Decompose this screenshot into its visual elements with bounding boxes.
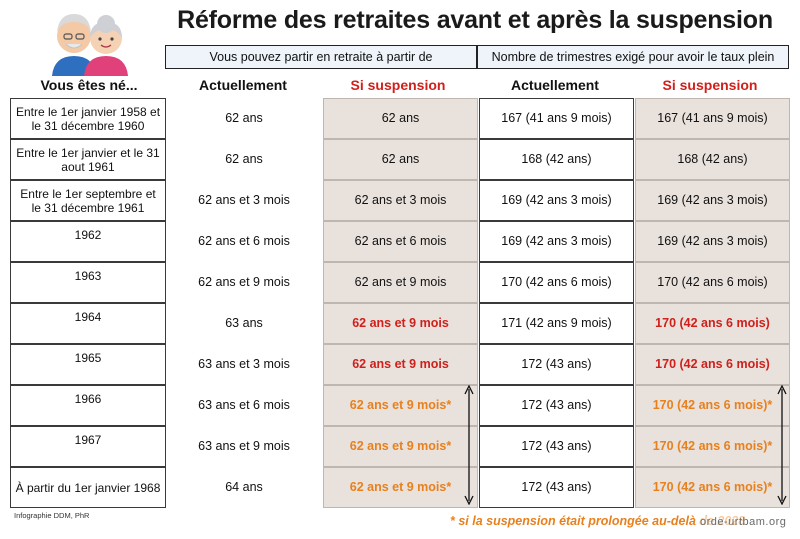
q-susp-cell: 169 (42 ans 3 mois) — [635, 221, 790, 262]
q-susp-cell: 170 (42 ans 6 mois) — [635, 344, 790, 385]
footnote: * si la suspension était prolongée au-de… — [450, 514, 746, 528]
header-quarters-suspension: Si suspension — [662, 77, 758, 93]
q-susp-cell: 170 (42 ans 6 mois) — [635, 303, 790, 344]
age-now-cell: 62 ans — [225, 111, 263, 125]
q-now-cell: 170 (42 ans 6 mois) — [479, 262, 634, 303]
age-susp-cell: 62 ans et 9 mois — [323, 303, 478, 344]
double-arrow-icon — [464, 385, 474, 505]
header-age-group: Vous pouvez partir en retraite à partir … — [165, 45, 477, 69]
q-now-cell: 168 (42 ans) — [479, 139, 634, 180]
header-born: Vous êtes né... — [40, 77, 138, 93]
q-susp-cell: 170 (42 ans 6 mois) — [635, 262, 790, 303]
born-cell: 1967 — [10, 426, 166, 467]
born-cell: 1963 — [10, 262, 166, 303]
q-susp-cell: 170 (42 ans 6 mois)* — [635, 385, 790, 426]
age-susp-cell: 62 ans et 9 mois* — [323, 426, 478, 467]
age-susp-cell: 62 ans et 9 mois — [323, 262, 478, 303]
age-now-cell: 62 ans — [225, 152, 263, 166]
age-now-cell: 63 ans — [225, 316, 263, 330]
q-now-cell: 169 (42 ans 3 mois) — [479, 221, 634, 262]
q-susp-cell: 170 (42 ans 6 mois)* — [635, 467, 790, 508]
age-now-cell: 62 ans et 3 mois — [198, 193, 290, 207]
age-susp-cell: 62 ans — [323, 139, 478, 180]
q-susp-cell: 168 (42 ans) — [635, 139, 790, 180]
age-now-cell: 64 ans — [225, 480, 263, 494]
q-now-cell: 169 (42 ans 3 mois) — [479, 180, 634, 221]
credit-text: Infographie DDM, PhR — [14, 511, 90, 520]
age-now-cell: 63 ans et 9 mois — [198, 439, 290, 453]
age-susp-cell: 62 ans et 9 mois* — [323, 385, 478, 426]
header-quarters-current: Actuellement — [511, 77, 599, 93]
header-quarters-group: Nombre de trimestres exigé pour avoir le… — [477, 45, 789, 69]
q-now-cell: 167 (41 ans 9 mois) — [479, 98, 634, 139]
q-susp-cell: 170 (42 ans 6 mois)* — [635, 426, 790, 467]
born-cell: 1966 — [10, 385, 166, 426]
age-susp-cell: 62 ans et 9 mois* — [323, 467, 478, 508]
age-now-cell: 63 ans et 6 mois — [198, 398, 290, 412]
watermark: orde-urtbam.org — [700, 516, 787, 528]
born-cell: Entre le 1er janvier 1958 et le 31 décem… — [10, 98, 166, 139]
q-now-cell: 172 (43 ans) — [479, 467, 634, 508]
double-arrow-icon — [777, 385, 787, 505]
age-susp-cell: 62 ans et 3 mois — [323, 180, 478, 221]
born-cell: 1962 — [10, 221, 166, 262]
born-cell: À partir du 1er janvier 1968 — [10, 467, 166, 508]
born-cell: Entre le 1er janvier et le 31 aout 1961 — [10, 139, 166, 180]
grandparents-logo — [52, 14, 128, 76]
age-susp-cell: 62 ans et 6 mois — [323, 221, 478, 262]
q-now-cell: 172 (43 ans) — [479, 344, 634, 385]
born-cell: 1965 — [10, 344, 166, 385]
q-now-cell: 172 (43 ans) — [479, 385, 634, 426]
q-now-cell: 171 (42 ans 9 mois) — [479, 303, 634, 344]
born-cell: 1964 — [10, 303, 166, 344]
q-susp-cell: 167 (41 ans 9 mois) — [635, 98, 790, 139]
q-susp-cell: 169 (42 ans 3 mois) — [635, 180, 790, 221]
age-now-cell: 62 ans et 9 mois — [198, 275, 290, 289]
age-susp-cell: 62 ans — [323, 98, 478, 139]
age-now-cell: 63 ans et 3 mois — [198, 357, 290, 371]
page-title: Réforme des retraites avant et après la … — [177, 6, 773, 34]
q-now-cell: 172 (43 ans) — [479, 426, 634, 467]
header-age-suspension: Si suspension — [350, 77, 446, 93]
age-now-cell: 62 ans et 6 mois — [198, 234, 290, 248]
born-cell: Entre le 1er septembre et le 31 décembre… — [10, 180, 166, 221]
header-age-current: Actuellement — [199, 77, 287, 93]
age-susp-cell: 62 ans et 9 mois — [323, 344, 478, 385]
